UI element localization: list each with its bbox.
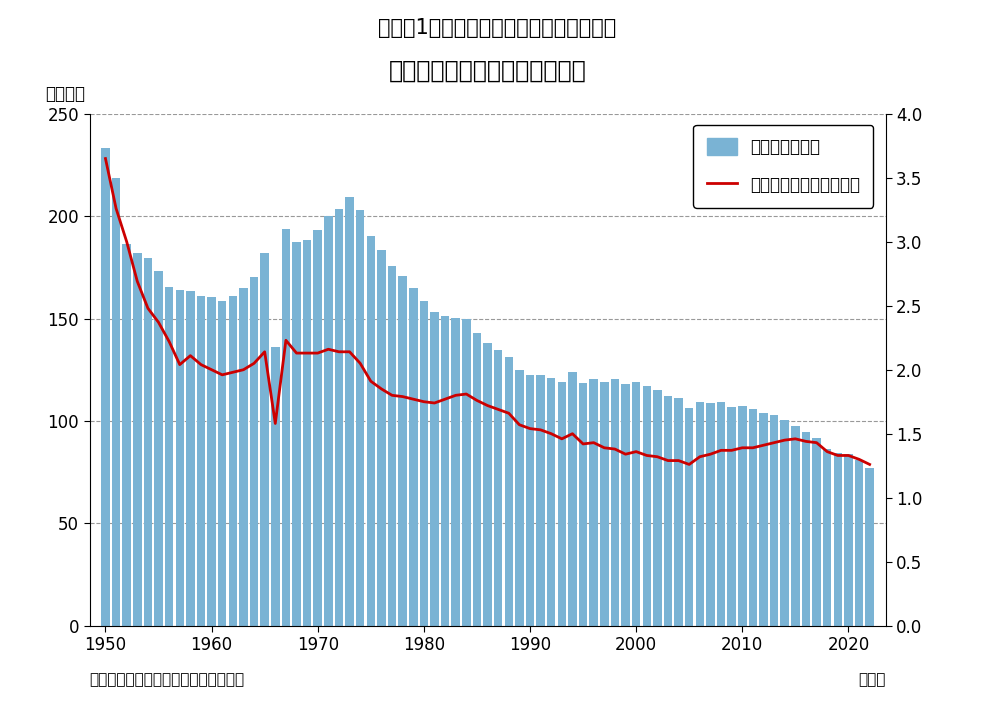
Bar — [388, 267, 396, 626]
Bar — [483, 343, 491, 626]
Bar — [610, 380, 618, 626]
Bar — [334, 208, 343, 626]
Bar — [631, 382, 640, 626]
Bar — [599, 382, 608, 626]
Bar — [440, 316, 449, 626]
Bar — [197, 296, 205, 626]
Text: （年）: （年） — [857, 672, 885, 687]
Bar — [652, 390, 661, 626]
Bar — [822, 449, 831, 626]
Bar — [218, 301, 227, 626]
Bar — [865, 468, 873, 626]
Bar — [579, 383, 586, 626]
Bar — [515, 370, 523, 626]
Bar — [313, 230, 322, 626]
Bar — [345, 198, 354, 626]
Bar — [695, 402, 704, 626]
Bar — [504, 357, 513, 626]
Bar — [642, 386, 650, 626]
Bar — [356, 210, 364, 626]
Bar — [706, 402, 714, 626]
Bar — [292, 242, 300, 626]
Bar — [207, 296, 216, 626]
Legend: 出生数（左軸）, 合計特殊出生率（右軸）: 出生数（左軸）, 合計特殊出生率（右軸） — [693, 124, 873, 208]
Bar — [588, 378, 597, 626]
Bar — [727, 407, 736, 626]
Bar — [620, 385, 629, 626]
Bar — [747, 410, 756, 626]
Bar — [229, 296, 237, 626]
Bar — [779, 420, 788, 626]
Bar — [165, 287, 173, 626]
Bar — [111, 178, 120, 626]
Text: （図表1）日本の出生数、合計特殊出生率: （図表1）日本の出生数、合計特殊出生率 — [378, 18, 616, 38]
Bar — [547, 378, 555, 626]
Bar — [557, 383, 566, 626]
Bar — [101, 148, 109, 626]
Bar — [833, 454, 841, 626]
Bar — [186, 291, 195, 626]
Bar — [270, 347, 279, 626]
Bar — [239, 288, 248, 626]
Bar — [154, 271, 163, 626]
Bar — [133, 253, 141, 626]
Text: （資料）厚生労働省「人口動態調査」: （資料）厚生労働省「人口動態調査」 — [89, 672, 245, 687]
Bar — [260, 253, 268, 626]
Bar — [472, 333, 481, 626]
Bar — [716, 402, 725, 626]
Bar — [525, 375, 534, 626]
Bar — [536, 375, 545, 626]
Bar — [302, 240, 311, 626]
Bar — [769, 415, 777, 626]
Bar — [854, 459, 863, 626]
Bar — [429, 312, 438, 626]
Bar — [324, 216, 332, 626]
Bar — [801, 432, 809, 626]
Bar — [674, 398, 682, 626]
Bar — [366, 236, 375, 626]
Bar — [493, 350, 502, 626]
Bar — [398, 276, 407, 626]
Text: （万人）: （万人） — [45, 85, 84, 103]
Bar — [790, 426, 799, 626]
Bar — [249, 277, 258, 626]
Bar — [461, 319, 470, 626]
Bar — [663, 395, 672, 626]
Bar — [843, 454, 852, 626]
Bar — [281, 229, 290, 626]
Bar — [419, 301, 427, 626]
Bar — [409, 288, 417, 626]
Bar — [451, 318, 459, 626]
Text: 日本の出生数、合計特殊出生率: 日本の出生数、合計特殊出生率 — [389, 59, 585, 83]
Bar — [758, 413, 767, 626]
Bar — [568, 372, 577, 626]
Bar — [175, 290, 184, 626]
Bar — [143, 257, 152, 626]
Bar — [811, 438, 820, 626]
Bar — [684, 408, 693, 626]
Bar — [738, 407, 746, 626]
Bar — [122, 244, 131, 626]
Bar — [377, 250, 386, 626]
